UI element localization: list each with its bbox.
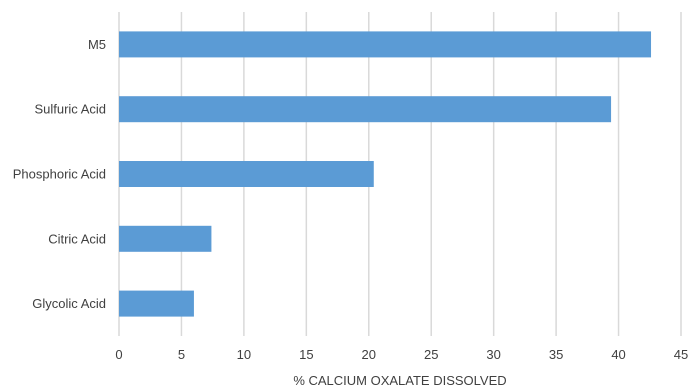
x-tick-label: 40 [611,347,625,362]
x-tick-label: 0 [115,347,122,362]
bar-sulfuric-acid [119,96,612,123]
category-label: M5 [88,37,106,52]
x-tick-label: 5 [178,347,185,362]
category-label: Glycolic Acid [32,296,106,311]
x-tick-label: 10 [237,347,251,362]
x-tick-label: 35 [549,347,563,362]
category-label: Phosphoric Acid [13,167,106,182]
category-label: Sulfuric Acid [34,102,106,117]
category-label: Citric Acid [48,231,106,246]
x-tick-label: 25 [424,347,438,362]
bar-phosphoric-acid [119,161,374,187]
bar-m5 [119,31,652,58]
bars-group [119,31,652,317]
x-tick-label: 45 [674,347,688,362]
x-tick-labels: 0 5 10 15 20 25 30 35 40 45 [115,347,688,362]
category-labels: M5 Sulfuric Acid Phosphoric Acid Citric Aci… [13,37,106,311]
x-tick-label: 15 [299,347,313,362]
bar-glycolic-acid [119,290,194,317]
bar-citric-acid [119,225,212,252]
x-tick-label: 20 [362,347,376,362]
x-axis-title: % CALCIUM OXALATE DISSOLVED [293,373,506,388]
x-tick-label: 30 [486,347,500,362]
